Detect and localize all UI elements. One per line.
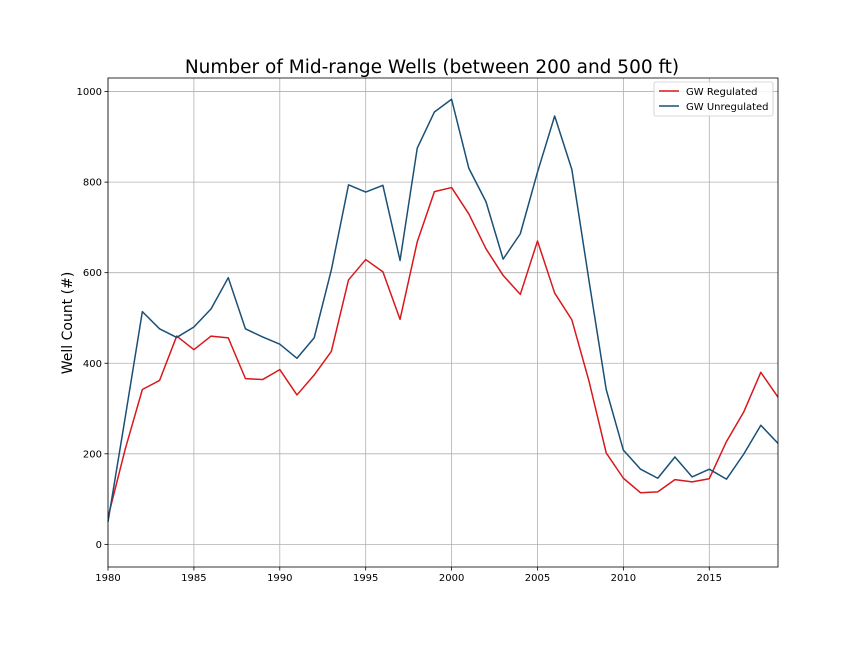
y-tick-label: 200 [83,449,102,460]
x-tick-label: 1990 [267,573,292,584]
y-axis-ticks: 0 200 400 600 800 1000 [77,87,108,551]
y-tick-label: 800 [83,178,102,189]
y-tick-label: 400 [83,359,102,370]
legend-label-gw-unregulated: GW Unregulated [686,102,769,113]
x-tick-label: 2000 [439,573,464,584]
x-tick-label: 2005 [525,573,550,584]
y-tick-label: 1000 [77,87,102,98]
legend: GW Regulated GW Unregulated [653,81,774,117]
x-axis-ticks: 1980 1985 1990 1995 2000 2005 2010 2015 [95,567,722,584]
x-tick-label: 2010 [611,573,636,584]
legend-box [653,81,774,117]
y-axis-label: Well Count (#) [60,272,76,375]
x-tick-label: 1995 [353,573,378,584]
legend-label-gw-regulated: GW Regulated [686,87,757,98]
x-tick-label: 1980 [95,573,120,584]
x-tick-label: 1985 [181,573,206,584]
series-lines [107,98,779,522]
plot-area-frame [107,77,779,568]
chart-title: Number of Mid-range Wells (between 200 a… [185,57,679,78]
x-tick-label: 2015 [697,573,722,584]
grid-lines [107,78,778,567]
series-line-gw-regulated [107,186,779,518]
y-tick-label: 0 [96,540,102,551]
series-line-gw-unregulated [107,98,779,522]
y-tick-label: 600 [83,268,102,279]
